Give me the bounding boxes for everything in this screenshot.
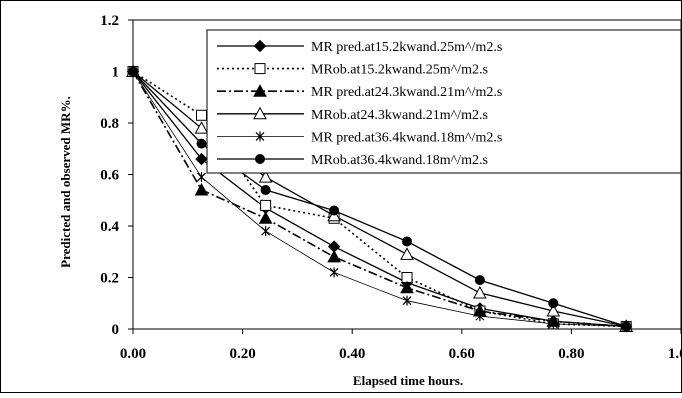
data-point (400, 280, 414, 294)
legend-marker (253, 84, 267, 97)
legend-entry: MRob.at15.2kwand.25m^/m2.s (217, 63, 488, 78)
legend-label: MR pred.at24.3kwand.21m^/m2.s (311, 85, 502, 100)
y-tick-layer: 0 0.2 0.4 0.6 0.8 1 1.2 (100, 13, 133, 338)
data-point (474, 275, 485, 286)
data-point (475, 311, 485, 322)
legend-marker (255, 131, 265, 142)
x-tick-label: 0.80 (558, 346, 584, 362)
y-tick-label: 0.8 (100, 116, 119, 132)
data-point (196, 109, 207, 121)
data-point (258, 170, 273, 183)
data-point (400, 247, 414, 260)
x-axis-title: Elapsed time hours. (353, 373, 463, 388)
series-line (132, 71, 627, 328)
y-tick-label: 1.2 (100, 13, 119, 29)
data-point (260, 199, 272, 211)
x-tick-layer: 0.00 0.20 0.40 0.60 0.80 1.00 (120, 329, 682, 362)
x-tick-label: 0.40 (339, 346, 365, 362)
y-tick-label: 0 (112, 322, 120, 338)
data-point (546, 303, 561, 317)
legend: MR pred.at15.2kwand.25m^/m2.s MRob.at15.2… (206, 29, 682, 174)
x-tick-label: 1.00 (668, 346, 682, 362)
legend-entry: MR pred.at15.2kwand.25m^/m2.s (217, 39, 502, 55)
data-point (196, 138, 207, 149)
data-point (329, 205, 340, 216)
legend-label: MR pred.at15.2kwand.25m^/m2.s (311, 40, 502, 55)
legend-label: MR pred.at36.4kwand.18m^/m2.s (311, 130, 502, 145)
y-tick-label: 0.2 (100, 271, 119, 287)
y-axis-title: Predicted and observed MR%. (58, 96, 73, 268)
data-point (473, 285, 487, 299)
legend-marker (255, 154, 265, 164)
legend-entry: MRob.at36.4kwand.18m^/m2.s (217, 153, 488, 168)
legend-marker (254, 63, 266, 75)
data-point (329, 267, 339, 278)
legend-entry: MR pred.at36.4kwand.18m^/m2.s (217, 130, 502, 145)
data-point (194, 121, 209, 134)
legend-label: MRob.at15.2kwand.25m^/m2.s (311, 63, 488, 78)
data-point (548, 318, 558, 329)
x-tick-label: 0.20 (229, 346, 255, 362)
y-tick-label: 0.4 (100, 219, 119, 235)
data-point (197, 172, 206, 183)
legend-label: MRob.at36.4kwand.18m^/m2.s (311, 153, 488, 168)
legend-box (206, 29, 682, 174)
series-line (132, 71, 627, 327)
data-point (548, 298, 559, 309)
data-point (402, 236, 412, 247)
legend-label: MRob.at24.3kwand.21m^/m2.s (311, 108, 488, 123)
legend-marker (253, 106, 267, 120)
legend-entry: MR pred.at24.3kwand.21m^/m2.s (217, 84, 502, 100)
data-point (402, 295, 412, 306)
data-point (195, 152, 208, 166)
legend-marker (253, 39, 267, 53)
data-point (261, 226, 271, 237)
data-point (194, 182, 209, 196)
y-tick-label: 1 (112, 65, 120, 81)
y-tick-label: 0.6 (100, 168, 119, 184)
x-tick-label: 0.60 (449, 346, 475, 362)
data-point (258, 211, 273, 224)
data-point (327, 249, 341, 263)
data-point (260, 184, 271, 195)
data-point (621, 321, 632, 332)
legend-entry: MRob.at24.3kwand.21m^/m2.s (217, 106, 488, 123)
x-tick-label: 0.00 (120, 346, 146, 362)
